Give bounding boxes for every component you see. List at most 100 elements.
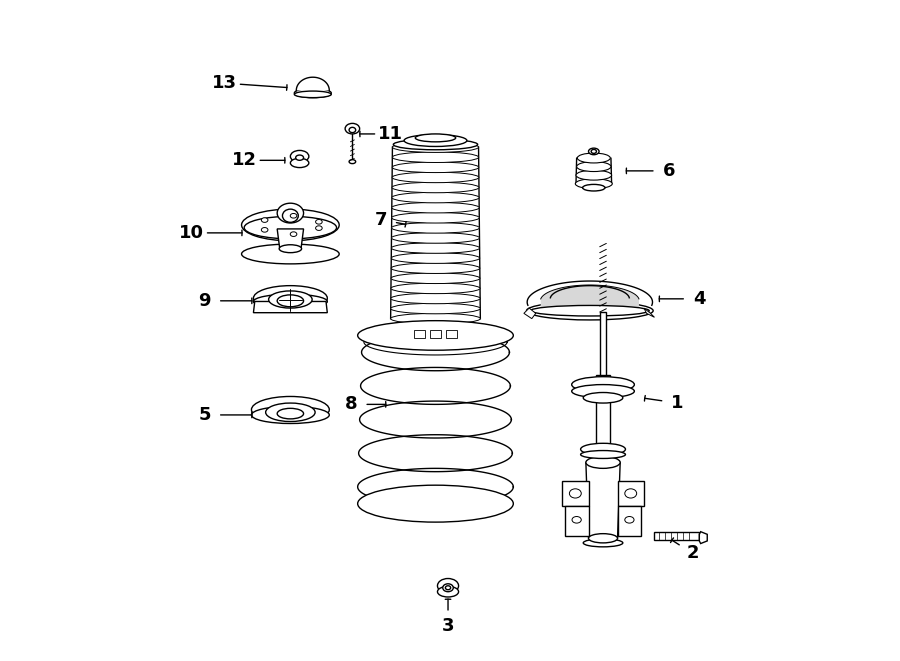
Polygon shape [524, 308, 536, 319]
Polygon shape [562, 481, 589, 506]
Polygon shape [586, 463, 620, 538]
Ellipse shape [530, 305, 649, 316]
Ellipse shape [392, 273, 480, 284]
Ellipse shape [316, 219, 322, 224]
Ellipse shape [291, 159, 309, 168]
Ellipse shape [404, 135, 467, 147]
Bar [446, 330, 456, 338]
Ellipse shape [572, 385, 634, 398]
Ellipse shape [583, 393, 623, 403]
Ellipse shape [589, 533, 617, 543]
Ellipse shape [391, 303, 481, 314]
Ellipse shape [570, 488, 581, 498]
Ellipse shape [391, 283, 480, 293]
Text: 2: 2 [687, 545, 699, 563]
Bar [597, 375, 609, 449]
Bar [430, 330, 441, 338]
Ellipse shape [625, 516, 634, 523]
Ellipse shape [291, 151, 309, 163]
Text: 3: 3 [442, 617, 454, 635]
Ellipse shape [625, 488, 636, 498]
Ellipse shape [392, 223, 480, 233]
Text: 10: 10 [179, 224, 204, 242]
Ellipse shape [294, 91, 331, 98]
Ellipse shape [526, 301, 653, 320]
Text: 7: 7 [374, 211, 387, 229]
Polygon shape [277, 229, 303, 249]
Ellipse shape [446, 586, 451, 590]
Ellipse shape [349, 128, 356, 133]
Ellipse shape [254, 294, 328, 309]
Text: 4: 4 [693, 290, 706, 308]
Ellipse shape [586, 457, 620, 469]
Polygon shape [254, 301, 328, 313]
Polygon shape [617, 481, 644, 506]
Polygon shape [699, 531, 707, 543]
Ellipse shape [589, 148, 599, 155]
Ellipse shape [392, 182, 479, 193]
Ellipse shape [582, 184, 605, 191]
Ellipse shape [392, 243, 480, 253]
Ellipse shape [241, 209, 339, 241]
Text: 6: 6 [662, 162, 675, 180]
Bar [410, 322, 461, 340]
Ellipse shape [393, 139, 478, 150]
Ellipse shape [591, 149, 597, 153]
Ellipse shape [316, 226, 322, 231]
Ellipse shape [392, 202, 479, 213]
Ellipse shape [279, 245, 302, 253]
Ellipse shape [576, 171, 612, 180]
Ellipse shape [443, 584, 454, 592]
Polygon shape [565, 506, 589, 536]
Ellipse shape [261, 227, 268, 232]
Ellipse shape [580, 444, 626, 455]
Ellipse shape [290, 214, 297, 218]
Ellipse shape [251, 397, 329, 423]
Ellipse shape [244, 216, 337, 239]
Ellipse shape [580, 451, 626, 459]
Ellipse shape [290, 232, 297, 237]
Ellipse shape [283, 209, 298, 222]
Ellipse shape [577, 153, 610, 163]
Ellipse shape [345, 124, 360, 134]
Ellipse shape [296, 155, 303, 161]
Ellipse shape [392, 233, 480, 243]
Ellipse shape [572, 516, 581, 523]
Ellipse shape [575, 178, 612, 188]
Ellipse shape [391, 293, 480, 303]
Ellipse shape [277, 295, 303, 307]
Ellipse shape [277, 408, 303, 419]
Ellipse shape [392, 162, 479, 173]
Text: 8: 8 [345, 395, 357, 413]
Text: 12: 12 [231, 151, 256, 169]
Ellipse shape [392, 172, 479, 182]
Text: 5: 5 [198, 406, 211, 424]
Bar [654, 531, 699, 539]
Ellipse shape [392, 142, 479, 153]
Text: 13: 13 [212, 74, 237, 92]
Ellipse shape [392, 253, 480, 263]
Ellipse shape [437, 586, 459, 597]
Ellipse shape [577, 162, 611, 172]
Ellipse shape [254, 286, 328, 311]
Ellipse shape [391, 313, 481, 324]
Ellipse shape [357, 321, 513, 350]
Polygon shape [644, 308, 654, 317]
Text: 11: 11 [378, 125, 403, 143]
Text: 1: 1 [671, 394, 684, 412]
Ellipse shape [261, 217, 268, 222]
Ellipse shape [349, 160, 356, 164]
Bar [599, 312, 607, 377]
Ellipse shape [415, 134, 455, 142]
Ellipse shape [277, 203, 303, 223]
Ellipse shape [572, 377, 634, 393]
Text: 9: 9 [198, 292, 211, 310]
Ellipse shape [268, 291, 312, 308]
Polygon shape [617, 506, 642, 536]
Ellipse shape [251, 407, 329, 424]
Bar [414, 330, 425, 338]
Ellipse shape [241, 244, 339, 264]
Ellipse shape [294, 89, 331, 98]
Ellipse shape [357, 485, 513, 522]
Ellipse shape [266, 403, 315, 422]
